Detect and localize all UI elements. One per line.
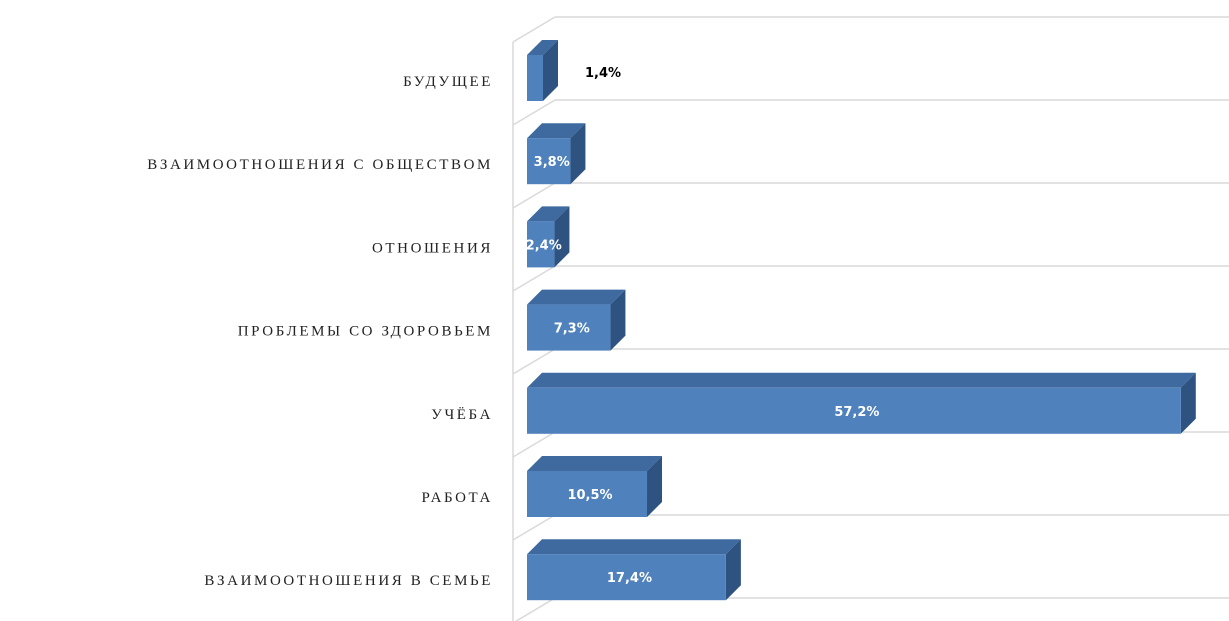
bar	[527, 55, 544, 101]
bar	[527, 304, 611, 351]
bar-top	[527, 372, 1196, 388]
bar	[527, 138, 571, 185]
category-label: БУДУЩЕЕ	[403, 74, 493, 90]
category-label: УЧЁБА	[431, 406, 493, 423]
value-label: 2,4%	[526, 238, 562, 253]
bar	[527, 221, 555, 268]
bar-top	[527, 456, 663, 471]
grid-line	[512, 431, 556, 458]
bar-side	[610, 289, 626, 351]
value-label: 57,2%	[834, 405, 879, 420]
bar-side	[554, 206, 570, 268]
bar-side	[570, 123, 586, 185]
value-label: 1,4%	[585, 66, 621, 81]
bar-side	[647, 456, 663, 517]
value-label: 7,3%	[554, 322, 590, 337]
value-label: 17,4%	[607, 571, 652, 586]
category-label: ВЗАИМООТНОШЕНИЯ В СЕМЬЕ	[204, 573, 493, 589]
bar-side	[543, 40, 559, 101]
grid-line	[514, 597, 556, 621]
bar-side	[1180, 372, 1196, 434]
grid-line	[512, 514, 556, 541]
category-label: ОТНОШЕНИЯ	[372, 240, 493, 256]
grid-line	[512, 348, 556, 375]
grid-line	[512, 99, 556, 126]
bar	[527, 471, 648, 517]
category-label: РАБОТА	[422, 490, 493, 506]
value-label: 3,8%	[534, 155, 570, 170]
bar	[527, 387, 1181, 434]
value-label: 10,5%	[567, 488, 612, 503]
bar-top	[527, 206, 570, 222]
grid-line	[512, 182, 556, 209]
grid-line	[512, 16, 556, 43]
grid-line	[512, 265, 556, 292]
bar-side	[725, 539, 741, 601]
bar-top	[527, 289, 626, 305]
category-label: ПРОБЛЕМЫ СО ЗДОРОВЬЕМ	[238, 324, 493, 340]
bar-top	[527, 123, 586, 139]
bar-top	[527, 40, 559, 55]
category-label: ВЗАИМООТНОШЕНИЯ С ОБЩЕСТВОМ	[147, 157, 493, 173]
bar	[527, 554, 726, 601]
bar-top	[527, 539, 741, 555]
